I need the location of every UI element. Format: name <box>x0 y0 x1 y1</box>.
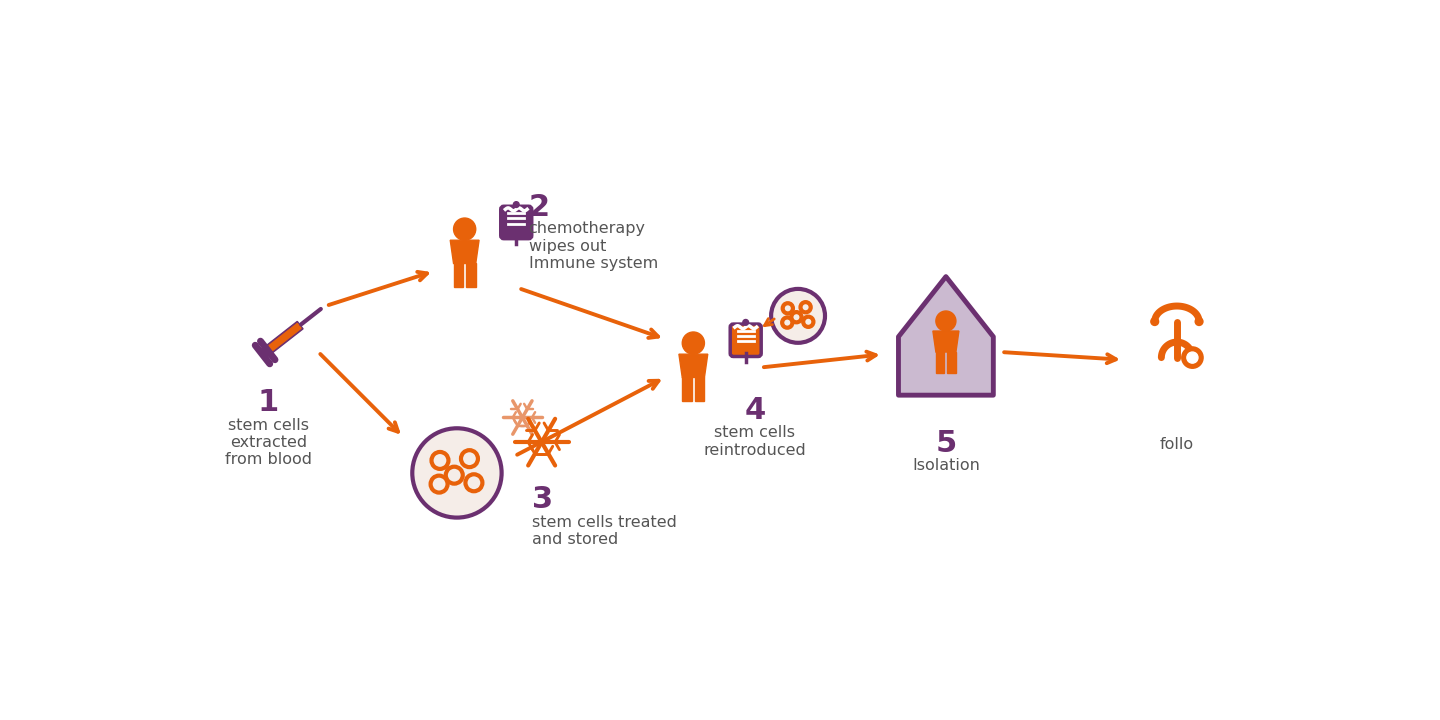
Circle shape <box>432 452 448 469</box>
Circle shape <box>1151 318 1159 325</box>
Polygon shape <box>451 240 480 264</box>
Circle shape <box>782 318 792 328</box>
Circle shape <box>770 289 825 343</box>
Circle shape <box>431 476 448 492</box>
Circle shape <box>465 474 482 491</box>
Polygon shape <box>696 377 704 401</box>
Text: stem cells
extracted
from blood: stem cells extracted from blood <box>225 418 312 467</box>
Polygon shape <box>899 276 994 395</box>
Text: chemotherapy
wipes out
Immune system: chemotherapy wipes out Immune system <box>528 221 658 271</box>
Text: 1: 1 <box>258 388 279 418</box>
Polygon shape <box>936 352 945 373</box>
Text: 3: 3 <box>531 485 553 514</box>
Polygon shape <box>948 352 956 373</box>
Polygon shape <box>259 321 302 359</box>
Circle shape <box>743 320 749 325</box>
Polygon shape <box>269 323 301 351</box>
Circle shape <box>412 428 501 518</box>
Circle shape <box>1182 348 1202 368</box>
Circle shape <box>1195 318 1202 325</box>
Circle shape <box>683 332 704 354</box>
Text: 2: 2 <box>528 193 550 222</box>
Text: Isolation: Isolation <box>912 459 979 473</box>
Circle shape <box>514 202 518 207</box>
FancyBboxPatch shape <box>730 324 762 356</box>
Circle shape <box>461 450 478 467</box>
Circle shape <box>446 467 462 484</box>
Text: stem cells treated
and stored: stem cells treated and stored <box>531 515 677 547</box>
Circle shape <box>1187 352 1198 363</box>
Polygon shape <box>683 377 691 401</box>
Circle shape <box>454 218 475 240</box>
Polygon shape <box>454 264 464 287</box>
Circle shape <box>804 317 814 327</box>
Circle shape <box>936 311 956 331</box>
Circle shape <box>801 302 811 312</box>
Circle shape <box>792 312 802 323</box>
Text: 5: 5 <box>935 429 956 458</box>
Polygon shape <box>467 264 475 287</box>
Polygon shape <box>678 354 707 377</box>
Text: stem cells
reintroduced: stem cells reintroduced <box>704 426 806 458</box>
Circle shape <box>783 303 793 313</box>
Polygon shape <box>933 331 959 352</box>
Text: follo: follo <box>1159 437 1194 451</box>
FancyBboxPatch shape <box>501 206 531 238</box>
Text: 4: 4 <box>744 396 766 425</box>
